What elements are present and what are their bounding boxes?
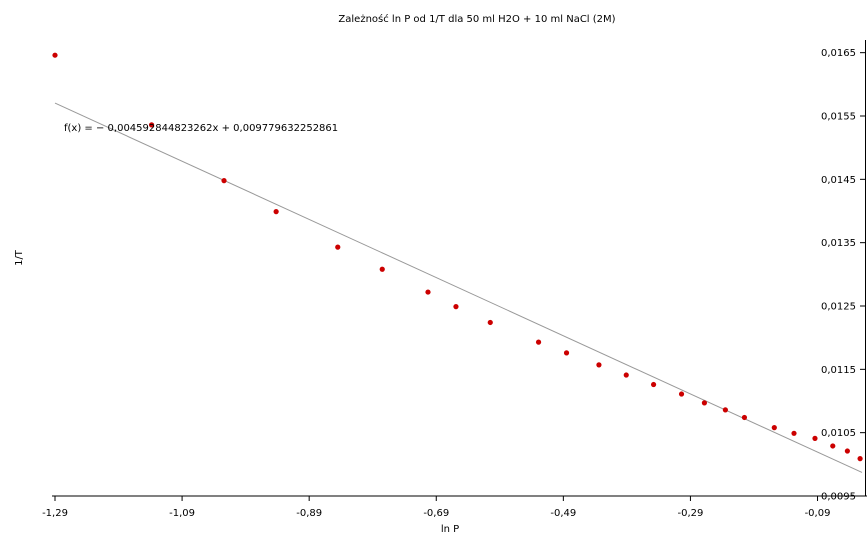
data-point	[812, 435, 818, 441]
data-point	[678, 391, 685, 397]
y-axis-label: 1/T	[14, 249, 25, 266]
data-point	[335, 244, 341, 250]
y-tick-label: 0,0135	[821, 238, 856, 249]
trendline	[54, 102, 863, 473]
x-tick-label: -0,49	[550, 508, 576, 519]
data-point	[722, 407, 728, 413]
data-point	[701, 400, 708, 406]
data-point	[563, 350, 570, 356]
x-tick-label: -0,69	[423, 508, 449, 519]
data-point	[52, 52, 58, 58]
y-tick-label: 0,0095	[821, 492, 856, 503]
data-point	[623, 372, 629, 378]
data-point	[221, 178, 227, 184]
y-tick-label: 0,0145	[821, 175, 856, 186]
data-point	[857, 456, 863, 462]
y-tick-label: 0,0125	[821, 302, 856, 313]
data-point	[148, 122, 155, 128]
data-point	[425, 289, 431, 295]
y-ticks: 0,0165 0,0155 0,0145 0,0135 0,0125 0,0115 0,01…	[821, 48, 866, 503]
regression-equation: f(x) = − 0,004592844823262x + 0,00977963…	[64, 123, 338, 134]
x-axis-label: ln P	[441, 524, 459, 535]
x-tick-label: -1,29	[42, 508, 68, 519]
data-point	[791, 430, 797, 436]
data-point	[771, 425, 777, 431]
data-point	[650, 381, 657, 388]
x-ticks: -1,29 -1,09 -0,89 -0,69 -0,49 -0,29 -0,09	[42, 496, 830, 519]
y-tick-label: 0,0165	[821, 48, 856, 59]
data-points	[52, 52, 863, 462]
chart-title: Zależność ln P od 1/T dla 50 ml H2O + 10…	[338, 13, 615, 25]
x-tick-label: -0,89	[296, 508, 322, 519]
data-point	[830, 443, 836, 449]
y-tick-label: 0,0115	[821, 365, 856, 376]
x-tick-label: -1,09	[169, 508, 195, 519]
data-point	[453, 304, 459, 310]
x-tick-label: -0,09	[805, 508, 831, 519]
data-point	[273, 209, 279, 215]
x-tick-label: -0,29	[677, 508, 703, 519]
data-point	[379, 266, 385, 272]
data-point	[741, 414, 748, 421]
data-point	[844, 448, 850, 454]
y-tick-label: 0,0155	[821, 112, 856, 123]
y-tick-label: 0,0105	[821, 428, 856, 439]
data-point	[596, 362, 602, 368]
data-point	[487, 319, 493, 326]
data-point	[535, 339, 542, 345]
